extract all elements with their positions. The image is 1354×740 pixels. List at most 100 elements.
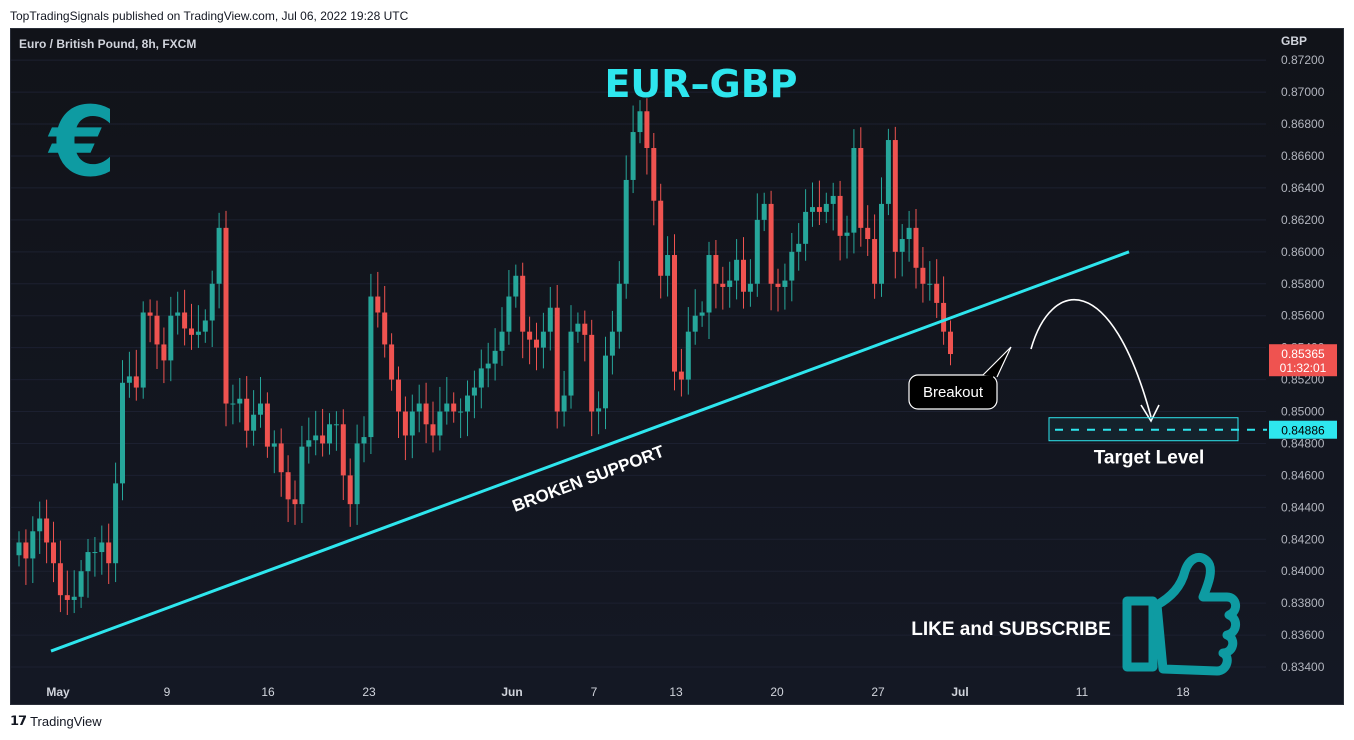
y-tick-label: 0.87000: [1281, 85, 1325, 99]
candle-body: [768, 203, 774, 284]
candle-body: [554, 307, 560, 412]
x-tick-label: 18: [1176, 685, 1190, 699]
candle-body: [789, 251, 795, 281]
candle-body: [651, 148, 657, 201]
candle-body: [258, 403, 263, 415]
candle-body: [706, 255, 712, 313]
candle-body: [851, 148, 857, 233]
candle-body: [416, 403, 422, 412]
candle-body: [713, 255, 719, 284]
candle-body: [830, 195, 836, 204]
y-tick-label: 0.86600: [1281, 149, 1325, 163]
tradingview-footer[interactable]: 𝟭𝟳 TradingView: [10, 713, 102, 729]
candle-body: [499, 331, 505, 351]
candle-body: [672, 255, 677, 372]
chart-panel[interactable]: BROKEN SUPPORT EUR–GBP € Breakout Target Lev…: [10, 28, 1344, 705]
candle-body: [99, 542, 105, 553]
y-tick-label: 0.86400: [1281, 181, 1325, 195]
y-tick-label: 0.85600: [1281, 309, 1325, 323]
candle-body: [637, 111, 643, 133]
y-tick-label: 0.83800: [1281, 596, 1325, 610]
candle-body: [216, 227, 222, 284]
candle-body: [389, 344, 395, 380]
candle-body: [568, 331, 574, 396]
candles-layer: [16, 98, 953, 615]
candle-body: [644, 111, 650, 149]
candle-body: [85, 552, 91, 572]
candle-body: [106, 542, 112, 564]
candle-body: [630, 132, 636, 180]
candle-body: [354, 443, 360, 505]
candle-body: [471, 387, 477, 396]
candle-body: [133, 376, 139, 388]
candle-body: [327, 424, 332, 444]
candle-body: [306, 440, 312, 447]
candle-body: [879, 203, 884, 284]
chart-title: EUR–GBP: [604, 62, 797, 106]
candle-body: [237, 398, 243, 404]
candle-body: [368, 296, 374, 438]
candle-body: [37, 518, 43, 532]
y-tick-label: 0.85000: [1281, 405, 1325, 419]
candle-body: [264, 403, 270, 447]
y-tick-label: 0.84600: [1281, 468, 1325, 482]
candle-body: [520, 275, 526, 332]
projection-arrowhead: [1140, 404, 1160, 423]
candle-body: [113, 483, 119, 564]
publication-line: TopTradingSignals published on TradingVi…: [10, 9, 409, 23]
breakout-callout: [908, 374, 998, 410]
candle-body: [168, 315, 174, 361]
candle-body: [678, 371, 684, 380]
candle-body: [623, 179, 629, 284]
candle-body: [292, 499, 298, 505]
thumb-hand: [1152, 552, 1240, 676]
candle-body: [872, 239, 878, 284]
thumbs-up-icon: [1122, 552, 1240, 676]
y-tick-label: 0.84400: [1281, 500, 1325, 514]
candle-body: [478, 368, 484, 388]
last-price-badge: [1269, 344, 1337, 377]
candle-body: [430, 424, 436, 436]
candle-body: [244, 398, 250, 431]
candle-body: [78, 571, 84, 597]
y-tick-label: 0.84000: [1281, 564, 1325, 578]
candle-body: [57, 563, 63, 596]
x-tick-label: 11: [1076, 685, 1089, 699]
x-tick-label: Jul: [951, 685, 968, 699]
candle-body: [796, 243, 802, 252]
euro-icon: €: [48, 86, 117, 198]
candle-body: [941, 302, 947, 332]
candle-body: [816, 207, 822, 212]
candle-body: [616, 283, 622, 332]
y-tick-label: 0.84800: [1281, 436, 1325, 450]
candle-body: [596, 408, 602, 412]
x-tick-label: 13: [669, 685, 683, 699]
candle-body: [754, 219, 760, 284]
candle-body: [402, 411, 408, 436]
axis-layer: 0.87200 0.87000 0.86800 0.86600 0.86400 0.862…: [46, 34, 1337, 699]
y-tick-label: 0.83400: [1281, 660, 1325, 674]
candle-body: [16, 542, 22, 556]
candle-body: [609, 331, 615, 356]
candle-body: [858, 148, 864, 228]
candle-body: [333, 424, 339, 426]
breakout-label: Breakout: [923, 384, 984, 401]
candle-body: [209, 283, 215, 321]
candle-body: [126, 376, 132, 383]
breakout-callout-pointer: [982, 346, 1012, 378]
candle-body: [934, 283, 940, 303]
candle-body: [175, 312, 181, 316]
y-tick-label: 0.83600: [1281, 628, 1325, 642]
candle-body: [64, 595, 70, 600]
target-price-badge: [1269, 420, 1337, 439]
candle-body: [299, 446, 305, 505]
candle-body: [665, 255, 671, 276]
candle-body: [285, 472, 291, 500]
candle-body: [547, 307, 553, 332]
candle-body: [734, 259, 740, 281]
candle-body: [251, 414, 257, 431]
candle-body: [458, 411, 464, 413]
candle-body: [382, 312, 388, 345]
candle-body: [658, 200, 664, 276]
